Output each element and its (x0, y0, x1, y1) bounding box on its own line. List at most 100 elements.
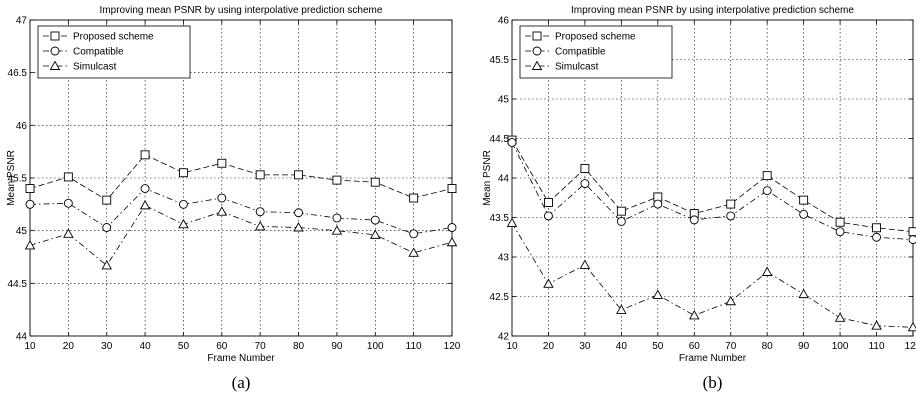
data-point (409, 229, 419, 239)
legend: Proposed scheme Compatible Simulcast (519, 25, 673, 79)
data-point (63, 228, 74, 238)
x-tick-label: 90 (331, 341, 343, 352)
x-tick-label: 100 (367, 341, 384, 352)
data-point (871, 320, 882, 330)
data-point (255, 170, 265, 180)
data-point (908, 235, 916, 245)
x-axis-title: Frame Number (207, 353, 275, 364)
x-tick-label: 10 (24, 341, 36, 352)
data-point (255, 207, 265, 217)
chart-panel-b: 10 20 30 40 50 60 70 80 90 100 110 120 42 42.5 43 43.5 4… (482, 5, 916, 392)
series-triangle (24, 199, 458, 270)
data-point (726, 199, 736, 209)
legend-label: Simulcast (555, 62, 599, 73)
data-point (725, 295, 736, 306)
x-tick-label: 50 (178, 341, 190, 352)
data-point (25, 199, 35, 209)
x-tick-label: 20 (543, 341, 555, 352)
y-tick-label: 43.5 (490, 213, 510, 224)
data-point (24, 239, 36, 250)
data-point (179, 199, 188, 209)
data-point (835, 217, 845, 227)
data-point (506, 217, 518, 227)
x-tick-label: 110 (869, 341, 885, 352)
data-point (799, 195, 809, 205)
x-tick-label: 90 (798, 341, 810, 352)
legend-box (37, 25, 191, 79)
series-line (29, 188, 453, 235)
data-point (102, 195, 112, 205)
y-tick-label: 45.5 (8, 174, 28, 185)
data-point (544, 211, 553, 221)
series-line (511, 142, 914, 241)
data-point (762, 186, 772, 196)
data-point (293, 222, 304, 232)
data-point (178, 218, 189, 229)
y-tick-label: 45 (498, 95, 510, 106)
data-point (294, 208, 303, 218)
legend-label: Proposed scheme (73, 32, 154, 43)
data-point (446, 236, 458, 247)
y-tick-label: 46.5 (8, 68, 28, 79)
legend-marker (50, 46, 60, 56)
series-line (511, 222, 914, 328)
data-point (834, 312, 846, 322)
y-tick-label: 42 (498, 332, 510, 343)
legend-marker (531, 60, 543, 70)
data-point (543, 278, 554, 288)
data-point (447, 223, 457, 232)
legend-marker (50, 31, 60, 41)
legend: Proposed scheme Compatible Simulcast (37, 25, 191, 79)
legend-label: Proposed scheme (555, 32, 636, 43)
y-axis-title: Mean PSNR (482, 150, 493, 206)
series-square (25, 150, 457, 205)
data-point (140, 150, 150, 160)
data-point (332, 175, 342, 185)
data-point (799, 209, 809, 219)
y-tick-label: 44 (498, 174, 510, 185)
data-point (689, 310, 700, 320)
y-axis-title: Mean PSNR (6, 150, 17, 206)
series-line (29, 204, 453, 267)
data-point (101, 260, 112, 270)
data-point (408, 247, 419, 257)
x-tick-label: 70 (725, 341, 737, 352)
data-point (652, 289, 664, 299)
data-point (653, 199, 663, 209)
x-tick-label: 10 (506, 341, 518, 352)
series-circle (25, 184, 457, 239)
data-point (216, 206, 228, 216)
y-tick-label: 47 (16, 16, 28, 27)
series-circle (507, 137, 916, 245)
data-point (908, 227, 916, 237)
series-line (511, 139, 914, 233)
data-point (25, 184, 35, 193)
legend-label: Compatible (555, 47, 606, 58)
x-tick-label: 60 (689, 341, 701, 352)
data-point (726, 211, 736, 221)
x-tick-label: 30 (579, 341, 591, 352)
chart-panel-a: 10 20 30 40 50 60 70 80 90 100 110 120 44 44.5 45 45.5 4… (6, 5, 461, 392)
data-point (102, 223, 112, 232)
series-triangle (506, 217, 916, 332)
data-point (217, 193, 227, 203)
series-line (29, 154, 453, 201)
data-point (798, 288, 809, 299)
y-tick-label: 44.5 (8, 279, 28, 290)
legend-box (519, 25, 673, 79)
x-axis-title: Frame Number (679, 353, 747, 364)
y-tick-label: 45.5 (490, 55, 510, 66)
x-tick-label: 20 (63, 341, 75, 352)
x-tick-label: 120 (905, 341, 916, 352)
data-point (872, 232, 881, 242)
data-point (409, 193, 419, 203)
data-point (872, 223, 881, 233)
x-tick-label: 120 (444, 341, 461, 352)
legend-label: Simulcast (73, 62, 117, 73)
y-tick-label: 46 (16, 121, 28, 132)
data-point (139, 199, 151, 210)
x-tick-label: 110 (406, 341, 422, 352)
series-square (507, 135, 916, 237)
data-point (616, 304, 627, 314)
